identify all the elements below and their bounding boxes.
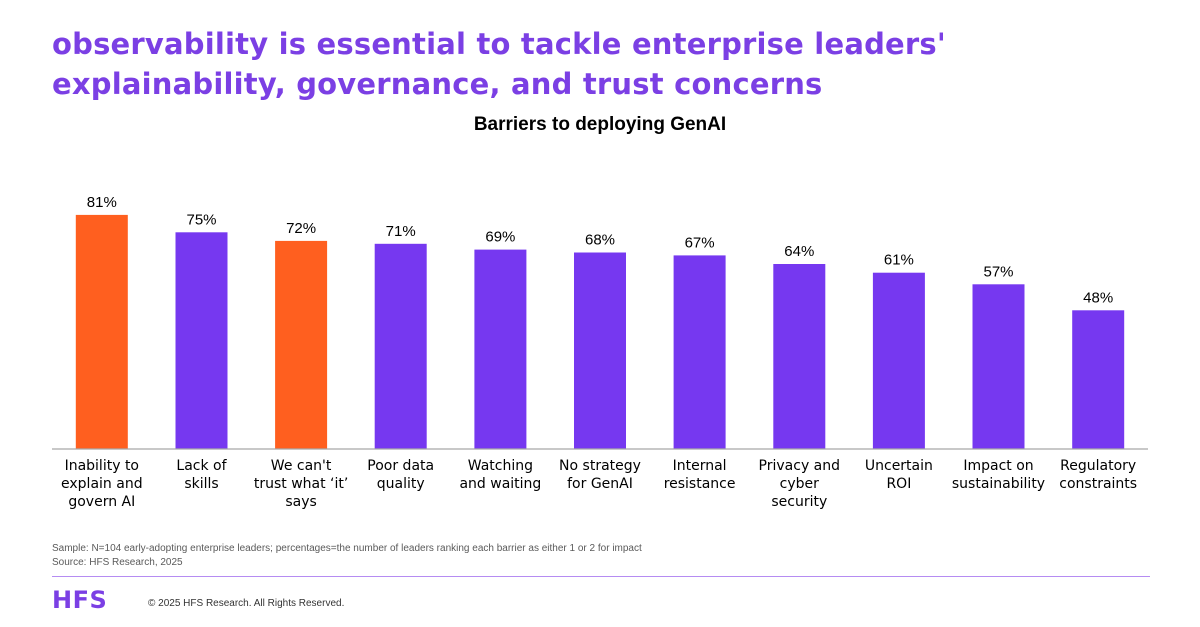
- data-label: 57%: [983, 263, 1013, 280]
- bar-3: [275, 240, 328, 449]
- x-tick-label: Uncertain ROI: [865, 458, 933, 492]
- copyright-text: © 2025 HFS Research. All Rights Reserved…: [148, 598, 345, 609]
- x-tick-label: Impact on sustainability: [952, 458, 1045, 492]
- bar-4: [374, 243, 427, 449]
- data-label: 81%: [87, 194, 117, 211]
- data-label: 69%: [485, 229, 515, 246]
- bar-9: [872, 272, 925, 449]
- bar-7: [673, 255, 726, 449]
- page-headline: observability is essential to tackle ent…: [52, 27, 946, 101]
- data-label: 61%: [884, 252, 914, 269]
- chart-title: Barriers to deploying GenAI: [473, 114, 727, 135]
- data-label: 71%: [386, 223, 416, 240]
- x-tick-label: Regulatory constraints: [1059, 458, 1137, 492]
- data-label: 64%: [784, 243, 814, 260]
- data-label: 68%: [585, 232, 615, 249]
- x-tick-label: Lack of skills: [176, 458, 227, 492]
- x-tick-label: Poor data quality: [367, 458, 434, 492]
- x-tick-label: No strategy for GenAI: [559, 458, 641, 492]
- hfs-logo: HFS: [52, 586, 108, 614]
- source-note: Source: HFS Research, 2025: [52, 557, 183, 568]
- data-label: 75%: [186, 211, 216, 228]
- bar-8: [773, 264, 826, 449]
- x-tick-label: Internal resistance: [664, 458, 736, 492]
- sample-note: Sample: N=104 early-adopting enterprise …: [52, 543, 642, 554]
- x-tick-label: Watching and waiting: [459, 458, 541, 492]
- bar-10: [972, 284, 1025, 449]
- bar-5: [474, 249, 527, 449]
- bar-11: [1072, 310, 1125, 449]
- data-label: 72%: [286, 220, 316, 237]
- bar-2: [175, 232, 228, 450]
- x-tick-label: Inability to explain and govern AI: [61, 458, 143, 510]
- x-tick-label: We can't trust what ‘it’ says: [254, 458, 348, 510]
- bar-6: [574, 252, 626, 449]
- x-tick-label: Privacy and cyber security: [759, 458, 840, 510]
- data-label: 67%: [685, 234, 715, 251]
- data-label: 48%: [1083, 289, 1113, 306]
- footer-divider: [52, 576, 1150, 577]
- bar-1: [75, 214, 128, 449]
